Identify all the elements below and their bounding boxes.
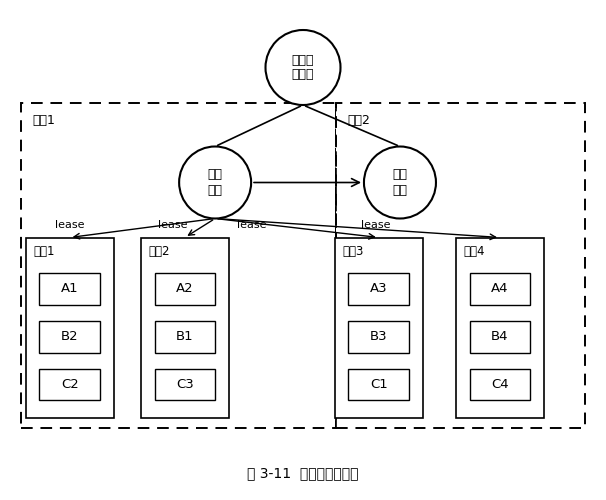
Text: B4: B4 bbox=[491, 330, 508, 344]
Text: 机房2: 机房2 bbox=[347, 114, 370, 126]
Text: 节点4: 节点4 bbox=[463, 245, 485, 258]
Text: B3: B3 bbox=[370, 330, 388, 344]
Text: C3: C3 bbox=[176, 378, 194, 391]
Text: 总控
节点: 总控 节点 bbox=[208, 168, 222, 196]
Text: A1: A1 bbox=[61, 282, 79, 296]
Text: 图 3-11  单个集群跨机房: 图 3-11 单个集群跨机房 bbox=[247, 466, 359, 480]
Bar bbox=[348, 369, 409, 400]
Ellipse shape bbox=[265, 30, 341, 105]
Text: lease: lease bbox=[237, 220, 266, 230]
Bar bbox=[336, 102, 585, 428]
Bar bbox=[456, 238, 544, 418]
Bar bbox=[348, 273, 409, 304]
Text: 节点1: 节点1 bbox=[33, 245, 55, 258]
Text: 节点2: 节点2 bbox=[148, 245, 170, 258]
Text: C1: C1 bbox=[370, 378, 388, 391]
Text: A4: A4 bbox=[491, 282, 508, 296]
Text: B2: B2 bbox=[61, 330, 79, 344]
Bar bbox=[470, 369, 530, 400]
Text: B1: B1 bbox=[176, 330, 194, 344]
Bar bbox=[155, 273, 215, 304]
Text: lease: lease bbox=[158, 220, 187, 230]
Text: 节点3: 节点3 bbox=[342, 245, 364, 258]
Bar bbox=[39, 321, 100, 352]
Bar bbox=[348, 321, 409, 352]
Bar bbox=[335, 238, 423, 418]
Ellipse shape bbox=[179, 146, 251, 218]
Bar bbox=[26, 238, 114, 418]
Bar bbox=[155, 369, 215, 400]
Text: lease: lease bbox=[55, 220, 84, 230]
Bar bbox=[141, 238, 228, 418]
Bar bbox=[155, 321, 215, 352]
Text: 分布式
锁服务: 分布式 锁服务 bbox=[291, 54, 315, 82]
Text: A2: A2 bbox=[176, 282, 194, 296]
Text: C4: C4 bbox=[491, 378, 509, 391]
Bar bbox=[39, 273, 100, 304]
Text: C2: C2 bbox=[61, 378, 79, 391]
Bar bbox=[21, 102, 336, 428]
Bar bbox=[39, 369, 100, 400]
Text: lease: lease bbox=[361, 220, 390, 230]
Text: 备份
节点: 备份 节点 bbox=[393, 168, 407, 196]
Bar bbox=[470, 273, 530, 304]
Text: 机房1: 机房1 bbox=[32, 114, 55, 126]
Ellipse shape bbox=[364, 146, 436, 218]
Text: A3: A3 bbox=[370, 282, 388, 296]
Bar bbox=[470, 321, 530, 352]
